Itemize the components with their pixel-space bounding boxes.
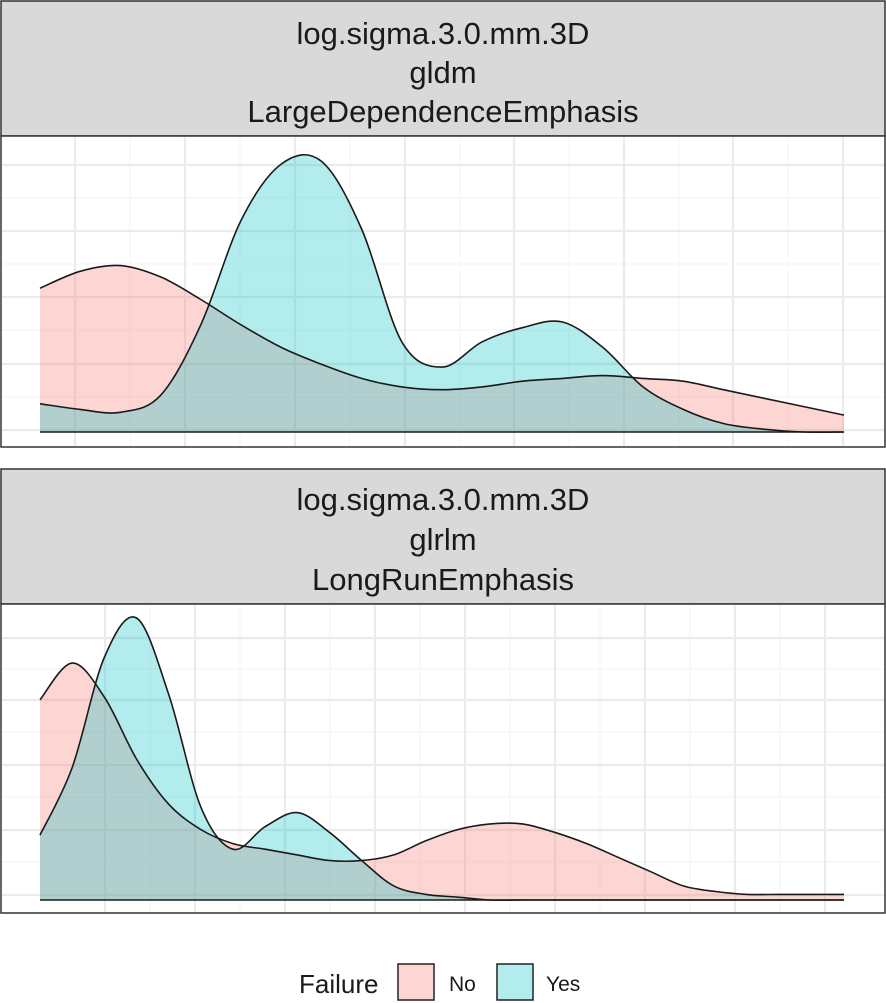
legend-key-no	[397, 963, 435, 1001]
legend-title: Failure	[299, 969, 378, 999]
legend: Failure No Yes	[299, 963, 580, 1001]
facet-1-grid	[2, 137, 884, 446]
legend-key-yes	[496, 963, 534, 1001]
legend-label-yes: Yes	[546, 973, 580, 996]
facet-2-grid	[2, 605, 884, 912]
facet-1-strip-line-2: gldm	[409, 55, 476, 90]
density-area-no-facet-2	[40, 663, 844, 900]
facet-1-marks	[39, 154, 845, 434]
density-line-no-facet-2	[39, 662, 844, 896]
density-area-no-facet-1	[40, 265, 844, 432]
facet-1-strip-line-1: log.sigma.3.0.mm.3D	[297, 16, 590, 51]
density-line-yes-facet-1	[39, 154, 845, 434]
facet-2: log.sigma.3.0.mm.3D glrlm LongRunEmphasi…	[0, 468, 886, 914]
legend-label-no: No	[449, 973, 476, 996]
facet-2-marks	[39, 616, 844, 902]
facet-1-strip-line-3: LargeDependenceEmphasis	[247, 94, 638, 129]
facet-2-strip-line-3: LongRunEmphasis	[312, 562, 574, 597]
facet-2-strip-line-2: glrlm	[409, 522, 476, 557]
facet-1-strip	[0, 0, 886, 137]
facet-2-strip	[0, 468, 886, 605]
facet-1-panel	[0, 135, 886, 448]
facet-2-strip-line-1: log.sigma.3.0.mm.3D	[297, 482, 590, 517]
density-area-yes-facet-2	[40, 616, 844, 901]
density-area-yes-facet-1	[40, 154, 844, 433]
facet-1: log.sigma.3.0.mm.3D gldm LargeDependence…	[0, 0, 886, 448]
density-line-no-facet-1	[39, 264, 845, 416]
